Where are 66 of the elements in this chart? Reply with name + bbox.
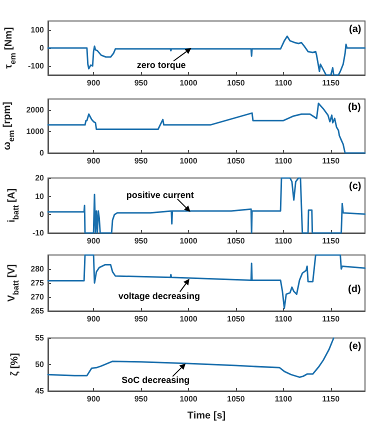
x-tick-label: 900 (86, 314, 101, 324)
annotation: (b) (348, 102, 361, 113)
x-tick-label: 950 (134, 394, 148, 404)
annotation: zero torque (136, 60, 186, 70)
y-axis-title: τem [Nm] (4, 27, 18, 69)
x-tick-label: 900 (86, 78, 101, 88)
x-tick-label: 950 (134, 236, 148, 246)
y-axis-title: ωem [rpm] (2, 102, 16, 150)
y-tick-label: 275 (30, 278, 45, 288)
annotation: SoC decreasing (122, 375, 190, 386)
x-axis-title: Time [s] (187, 410, 226, 422)
line-series (47, 337, 334, 378)
line-series (47, 254, 366, 309)
x-tick-label: 1150 (322, 394, 340, 404)
y-tick-label: 2000 (26, 105, 45, 114)
y-tick-label: 10 (35, 192, 45, 201)
y-tick-label: 280 (30, 264, 45, 274)
y-tick-label: 45 (35, 386, 45, 396)
x-tick-label: 1150 (322, 314, 340, 324)
y-tick-label: 0 (40, 44, 45, 52)
annotation: (a) (349, 24, 362, 35)
x-tick-label: 1100 (274, 78, 293, 88)
y-tick-label: 0 (40, 148, 45, 158)
y-tick-label: -10 (32, 228, 45, 238)
annotation: (d) (348, 284, 361, 295)
x-tick-label: 1000 (180, 78, 198, 88)
x-tick-label: 1150 (322, 78, 340, 88)
y-tick-label: 270 (30, 292, 45, 302)
annotation: (c) (349, 181, 362, 192)
annotation: (e) (349, 341, 362, 352)
x-tick-label: 1150 (322, 156, 340, 166)
y-axis-title: ζ [%] (10, 353, 20, 376)
line-series (47, 102, 366, 154)
x-tick-label: 900 (86, 236, 101, 246)
x-tick-label: 1050 (227, 78, 246, 88)
y-tick-label: 100 (30, 26, 45, 34)
y-tick-label: 55 (35, 334, 45, 342)
x-tick-label: 1150 (322, 236, 340, 246)
x-tick-label: 1000 (180, 236, 198, 246)
y-tick-label: 1000 (26, 126, 45, 136)
x-tick-label: 950 (134, 156, 148, 166)
line-series (47, 177, 366, 234)
x-tick-label: 900 (86, 156, 101, 166)
annotation: voltage decreasing (118, 290, 200, 301)
y-tick-label: 0 (40, 210, 45, 220)
x-tick-label: 900 (86, 394, 101, 404)
x-tick-label: 1000 (180, 156, 198, 166)
y-axis-title: Vbatt [V] (6, 264, 20, 302)
y-tick-label: -100 (28, 62, 45, 70)
x-tick-label: 1000 (180, 394, 198, 404)
x-tick-label: 1100 (274, 156, 293, 166)
x-tick-label: 1050 (227, 156, 246, 166)
x-tick-label: 1000 (180, 314, 198, 324)
x-tick-label: 1050 (227, 394, 246, 404)
x-tick-label: 950 (134, 314, 148, 324)
x-tick-label: 1100 (274, 236, 293, 246)
x-tick-label: 1050 (227, 236, 246, 246)
x-tick-label: 1050 (227, 314, 246, 324)
x-tick-label: 1100 (274, 394, 293, 404)
y-axis-title: ibatt [A] (6, 188, 20, 223)
y-tick-label: 50 (35, 360, 45, 369)
y-tick-label: 265 (30, 306, 45, 316)
y-tick-label: 20 (35, 174, 45, 182)
x-tick-label: 1100 (274, 314, 293, 324)
x-tick-label: 950 (134, 78, 148, 88)
annotation: positive current (126, 190, 194, 200)
